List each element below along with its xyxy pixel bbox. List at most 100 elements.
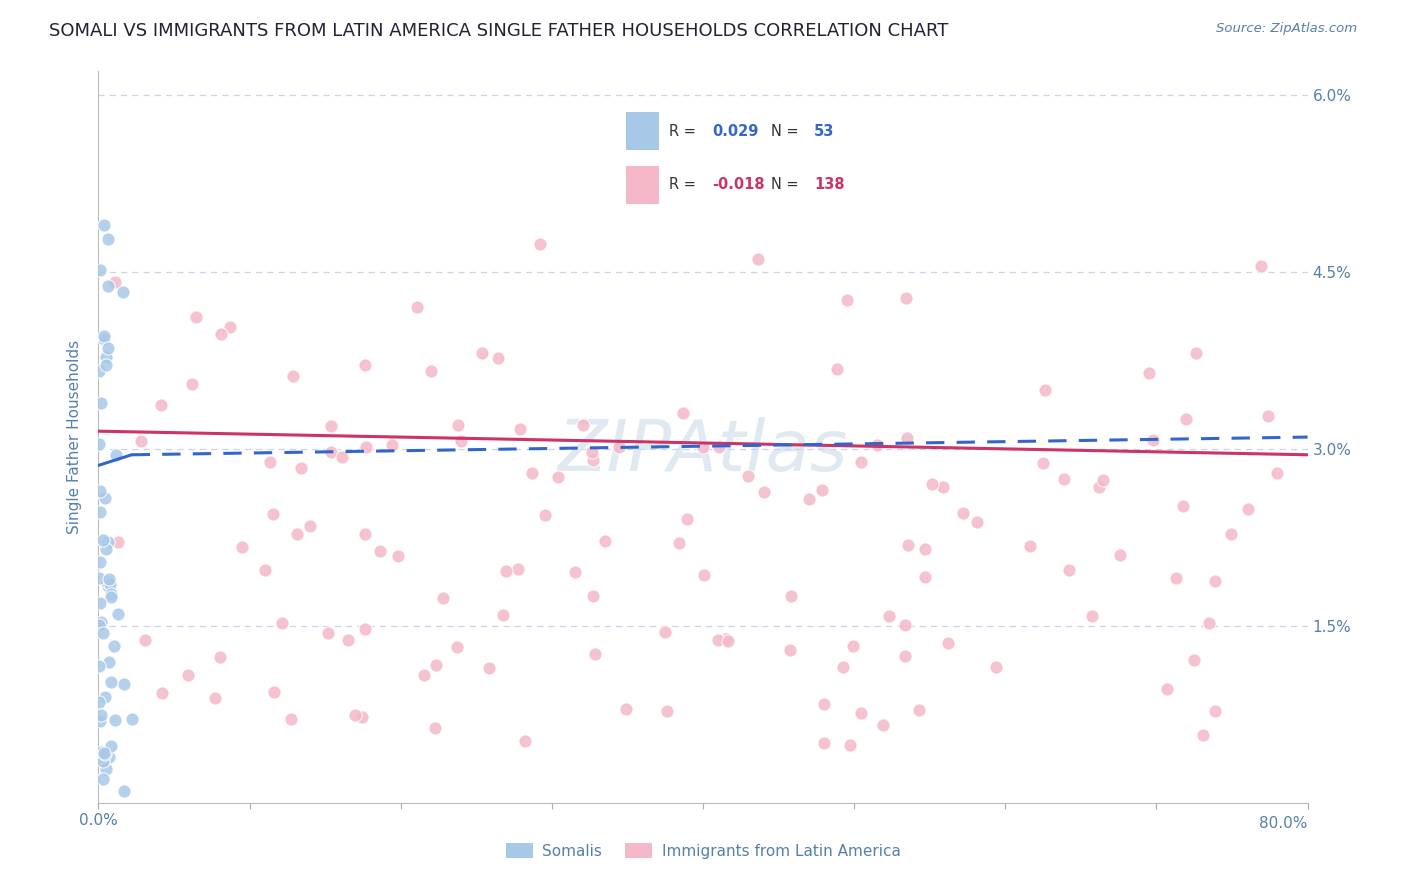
Point — [676, 511, 699, 525]
Point — [1057, 563, 1080, 577]
Point — [813, 736, 835, 750]
Point — [96, 575, 118, 590]
Point — [91, 754, 114, 768]
Point — [914, 541, 936, 556]
Point — [595, 534, 617, 549]
Point — [515, 734, 537, 748]
Point — [98, 577, 121, 591]
Point — [547, 470, 569, 484]
Point — [112, 677, 135, 691]
Point — [896, 431, 918, 445]
Point — [693, 568, 716, 582]
Point — [330, 450, 353, 465]
Point — [1204, 574, 1226, 588]
Point — [89, 436, 111, 450]
Point — [471, 345, 494, 359]
Point — [93, 219, 115, 233]
Point — [103, 639, 125, 653]
Point — [100, 590, 122, 604]
Point — [111, 285, 134, 299]
Point — [797, 492, 820, 507]
Point — [654, 624, 676, 639]
Point — [495, 564, 517, 578]
Point — [529, 237, 551, 252]
Point — [89, 505, 111, 519]
Point — [90, 745, 112, 759]
Point — [290, 460, 312, 475]
Point — [353, 359, 375, 373]
Point — [1019, 539, 1042, 553]
Point — [316, 625, 339, 640]
Point — [134, 633, 156, 648]
Point — [423, 721, 446, 735]
Point — [94, 747, 117, 761]
Point — [93, 329, 115, 343]
Point — [509, 422, 531, 436]
Point — [1198, 616, 1220, 631]
Point — [707, 440, 730, 454]
Point — [89, 659, 111, 673]
Point — [271, 616, 294, 631]
Point — [104, 275, 127, 289]
Point — [533, 508, 555, 522]
Point — [263, 684, 285, 698]
Point — [1192, 728, 1215, 742]
Point — [614, 702, 637, 716]
Point — [353, 622, 375, 636]
Point — [1091, 473, 1114, 487]
Point — [1237, 502, 1260, 516]
Point — [98, 572, 121, 586]
Point — [90, 396, 112, 410]
Point — [849, 706, 872, 721]
Point — [1087, 480, 1109, 494]
Point — [94, 690, 117, 704]
Point — [1156, 682, 1178, 697]
Point — [849, 454, 872, 468]
Point — [841, 639, 863, 653]
Point — [1053, 472, 1076, 486]
Point — [894, 617, 917, 632]
Point — [89, 483, 111, 498]
Text: SOMALI VS IMMIGRANTS FROM LATIN AMERICA SINGLE FATHER HOUSEHOLDS CORRELATION CHA: SOMALI VS IMMIGRANTS FROM LATIN AMERICA … — [49, 22, 949, 40]
Point — [1185, 346, 1208, 360]
Point — [692, 441, 714, 455]
Point — [865, 437, 887, 451]
Point — [655, 704, 678, 718]
Point — [259, 455, 281, 469]
Point — [181, 377, 204, 392]
Point — [89, 714, 111, 729]
Point — [299, 519, 322, 533]
Point — [93, 331, 115, 345]
Point — [752, 484, 775, 499]
Point — [231, 540, 253, 554]
Point — [1265, 466, 1288, 480]
Point — [208, 650, 231, 665]
Point — [506, 562, 529, 576]
Point — [607, 440, 630, 454]
Point — [100, 674, 122, 689]
Point — [872, 718, 894, 732]
Point — [747, 252, 769, 266]
Point — [492, 608, 515, 623]
Point — [89, 618, 111, 632]
Point — [446, 640, 468, 655]
Point — [107, 534, 129, 549]
Point — [717, 634, 740, 648]
Point — [478, 661, 501, 675]
Point — [1137, 367, 1160, 381]
Point — [97, 341, 120, 355]
Point — [343, 707, 366, 722]
Point — [932, 479, 955, 493]
Point — [352, 709, 374, 723]
Point — [1174, 412, 1197, 426]
Point — [186, 310, 208, 325]
Point — [877, 609, 900, 624]
Point — [1171, 500, 1194, 514]
Point — [112, 784, 135, 798]
Point — [1182, 653, 1205, 667]
Point — [97, 749, 120, 764]
Point — [1220, 527, 1243, 541]
Point — [1081, 608, 1104, 623]
Point — [319, 419, 342, 434]
Point — [387, 549, 409, 563]
